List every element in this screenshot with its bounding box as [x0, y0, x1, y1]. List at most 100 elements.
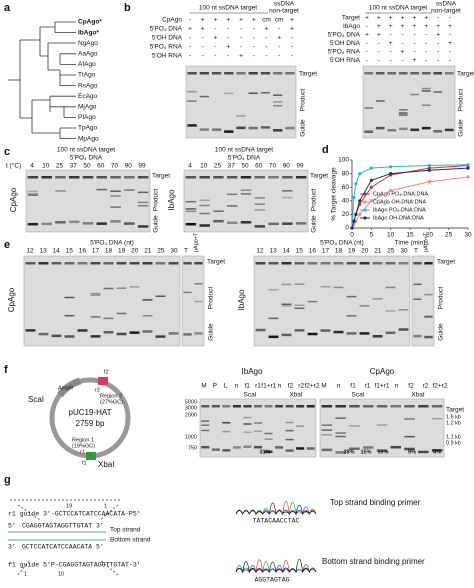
lane-label: 17: [322, 248, 330, 255]
gel-band: [226, 205, 238, 207]
side-label: Target: [446, 407, 464, 414]
gel-band: [306, 447, 315, 450]
data-point: [466, 175, 470, 179]
gel-band: [103, 262, 114, 265]
lane-label: 19: [348, 248, 356, 255]
sign: +: [252, 17, 256, 24]
gel-band: [281, 303, 292, 306]
species: NgAgo: [78, 40, 98, 47]
gel-band: [110, 220, 121, 223]
legend-swatch: [363, 208, 367, 212]
gel-band: [103, 331, 114, 334]
y-axis-label: % Target cleavage: [331, 167, 338, 221]
gel-band: [243, 423, 252, 425]
gel-band: [431, 449, 443, 452]
lane-label: 15: [296, 248, 304, 255]
sign: +: [436, 23, 440, 30]
gel-band: [268, 289, 279, 291]
sign: -: [265, 44, 267, 51]
lane-label: 14: [283, 248, 291, 255]
gel-band: [27, 222, 39, 226]
side-label: Product: [153, 189, 160, 212]
gel-band: [77, 262, 88, 265]
gel-band: [222, 449, 231, 452]
gel-band: [254, 209, 266, 211]
gel-band: [294, 307, 305, 310]
panel-label: g: [4, 474, 11, 486]
sign: -: [202, 44, 204, 51]
gel-band: [268, 262, 279, 265]
gel-band: [264, 432, 273, 435]
gel-band: [90, 262, 101, 265]
label: ScaI: [28, 395, 44, 404]
gel-band: [255, 328, 266, 332]
gel-band: [264, 438, 273, 440]
gel-band: [232, 446, 241, 449]
label: 100 nt ssDNA target: [369, 5, 427, 12]
gel-band: [335, 405, 346, 408]
gel-band: [273, 129, 283, 132]
gel-band: [333, 286, 344, 289]
lane-label: 16: [309, 248, 317, 255]
protein: CpAgo: [7, 287, 16, 312]
sign: +: [413, 57, 417, 64]
gel-band: [183, 291, 192, 294]
label: CpAgo: [370, 367, 395, 376]
series-line: [351, 164, 469, 229]
lane-label: 30: [400, 248, 408, 255]
gel-band: [155, 335, 166, 338]
gel-band: [282, 222, 293, 225]
sign: +: [401, 15, 405, 22]
gel-band: [398, 309, 409, 311]
sign: +: [424, 23, 428, 30]
sign: +: [389, 40, 393, 47]
gel-band: [320, 329, 331, 332]
side-label: Product: [311, 189, 318, 212]
sign: +: [389, 15, 393, 22]
gel-band: [199, 128, 209, 131]
gel-band: [243, 416, 252, 419]
guide-seq: r1 guide 3'-GCTCCATCATCCAACATA-P5': [8, 511, 141, 518]
label: 19: [66, 503, 72, 509]
gel-band: [185, 210, 197, 213]
gel-band: [376, 405, 388, 408]
gel-band: [296, 405, 305, 408]
gel-band: [281, 333, 292, 337]
gel-band: [418, 405, 429, 408]
label: IbAgo: [343, 23, 360, 30]
sign: -: [425, 32, 427, 39]
gel-band: [349, 447, 360, 450]
gel-band: [413, 262, 422, 265]
gel-band: [264, 450, 273, 454]
gel-band: [254, 176, 266, 179]
gel-band: [375, 72, 385, 75]
sign: -: [278, 53, 280, 60]
sign: +: [201, 26, 205, 33]
gel-band: [27, 176, 39, 179]
trace-seq: TATACAACCTAC: [253, 518, 300, 525]
sign: -: [390, 32, 392, 39]
sign: -: [413, 49, 415, 56]
sign: -: [189, 53, 191, 60]
gel-band: [201, 445, 210, 449]
gel-band: [431, 405, 443, 408]
sign: +: [448, 23, 452, 30]
gel-band: [413, 283, 422, 286]
label: IbAgo: [242, 367, 263, 376]
panel-label: f: [4, 364, 8, 376]
marker-label: 3000: [185, 405, 197, 411]
temp: 90: [125, 163, 133, 170]
gel-band: [38, 332, 49, 336]
sign: -: [214, 53, 216, 60]
gel-band: [55, 176, 66, 179]
label: pUC19-HAT: [69, 408, 112, 417]
sign: +: [448, 40, 452, 47]
gel-band: [421, 104, 431, 106]
sign: -: [253, 53, 255, 60]
gel-band: [398, 127, 408, 131]
sign: -: [291, 53, 293, 60]
sign: -: [265, 53, 267, 60]
gel-band: [364, 72, 374, 75]
gel-band: [285, 405, 294, 408]
gel-band: [226, 221, 238, 225]
